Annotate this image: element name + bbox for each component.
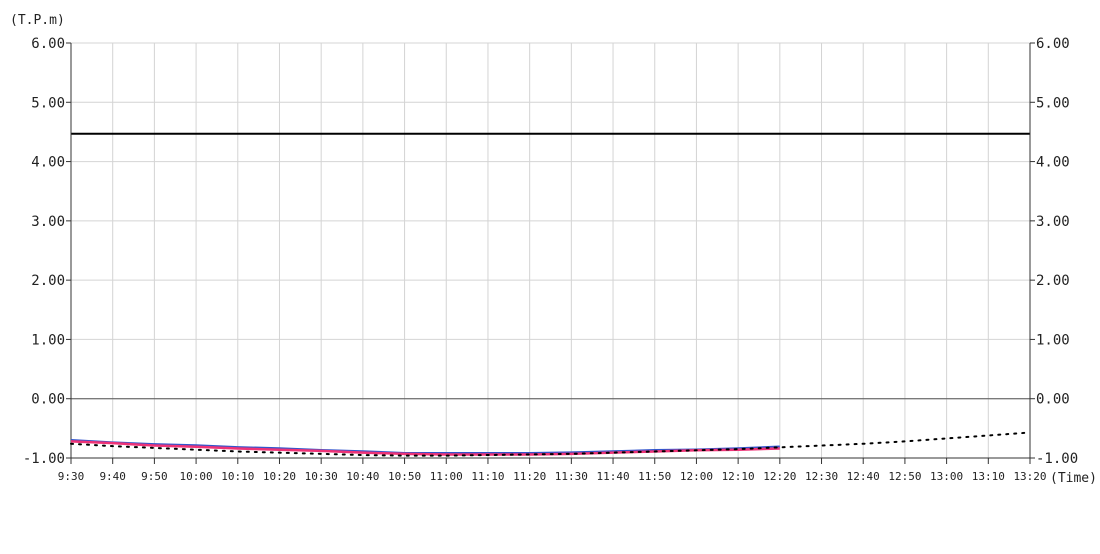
y-tick-label-right: 3.00	[1036, 214, 1070, 230]
y-tick-label-left: 0.00	[31, 392, 65, 408]
x-tick-label: 12:20	[763, 470, 796, 483]
x-tick-label: 11:50	[638, 470, 671, 483]
x-tick-label: 11:30	[555, 470, 588, 483]
x-tick-label: 13:10	[972, 470, 1005, 483]
x-axis-unit-label: (Time)	[1050, 471, 1097, 486]
grid-layer	[70, 42, 1031, 459]
y-tick-label-left: -1.00	[23, 451, 65, 467]
y-tick-label-left: 6.00	[31, 36, 65, 52]
x-tick-label: 10:20	[263, 470, 296, 483]
x-tick-label: 11:10	[471, 470, 504, 483]
x-tick-label: 13:20	[1013, 470, 1046, 483]
y-axis-unit-label: (T.P.m)	[10, 13, 65, 28]
x-tick-label: 12:10	[722, 470, 755, 483]
x-tick-label: 11:20	[513, 470, 546, 483]
x-tick-label: 11:00	[430, 470, 463, 483]
y-tick-label-right: 5.00	[1036, 95, 1070, 111]
x-tick-label: 10:10	[221, 470, 254, 483]
x-tick-label: 13:00	[930, 470, 963, 483]
x-tick-label: 12:30	[805, 470, 838, 483]
y-tick-label-right: -1.00	[1036, 451, 1078, 467]
y-tick-label-right: 0.00	[1036, 392, 1070, 408]
reference-lines	[71, 132, 1030, 400]
x-tick-label: 10:50	[388, 470, 421, 483]
y-tick-label-left: 3.00	[31, 214, 65, 230]
tick-labels: 6.00 6.00 5.00 5.00 4.00 4.00 3.00 3.00 2.00 2.00…	[23, 36, 1078, 483]
y-tick-label-right: 2.00	[1036, 273, 1070, 289]
x-tick-label: 12:50	[888, 470, 921, 483]
x-tick-label: 12:00	[680, 470, 713, 483]
x-tick-label: 10:40	[346, 470, 379, 483]
x-tick-label: 10:30	[305, 470, 338, 483]
x-tick-label: 9:40	[99, 470, 126, 483]
series-line-1	[70, 440, 780, 456]
y-tick-label-left: 1.00	[31, 332, 65, 348]
y-tick-label-left: 5.00	[31, 95, 65, 111]
x-tick-label: 11:40	[596, 470, 629, 483]
x-tick-label: 12:40	[847, 470, 880, 483]
y-tick-label-left: 2.00	[31, 273, 65, 289]
x-tick-label: 9:50	[141, 470, 168, 483]
y-tick-label-right: 1.00	[1036, 332, 1070, 348]
series-layer	[70, 431, 1031, 457]
y-tick-label-left: 4.00	[31, 155, 65, 171]
y-tick-label-right: 4.00	[1036, 155, 1070, 171]
series-line-2	[70, 431, 1031, 457]
y-tick-label-right: 6.00	[1036, 36, 1070, 52]
x-tick-label: 9:30	[58, 470, 85, 483]
x-tick-label: 10:00	[180, 470, 213, 483]
axes	[66, 42, 1035, 464]
